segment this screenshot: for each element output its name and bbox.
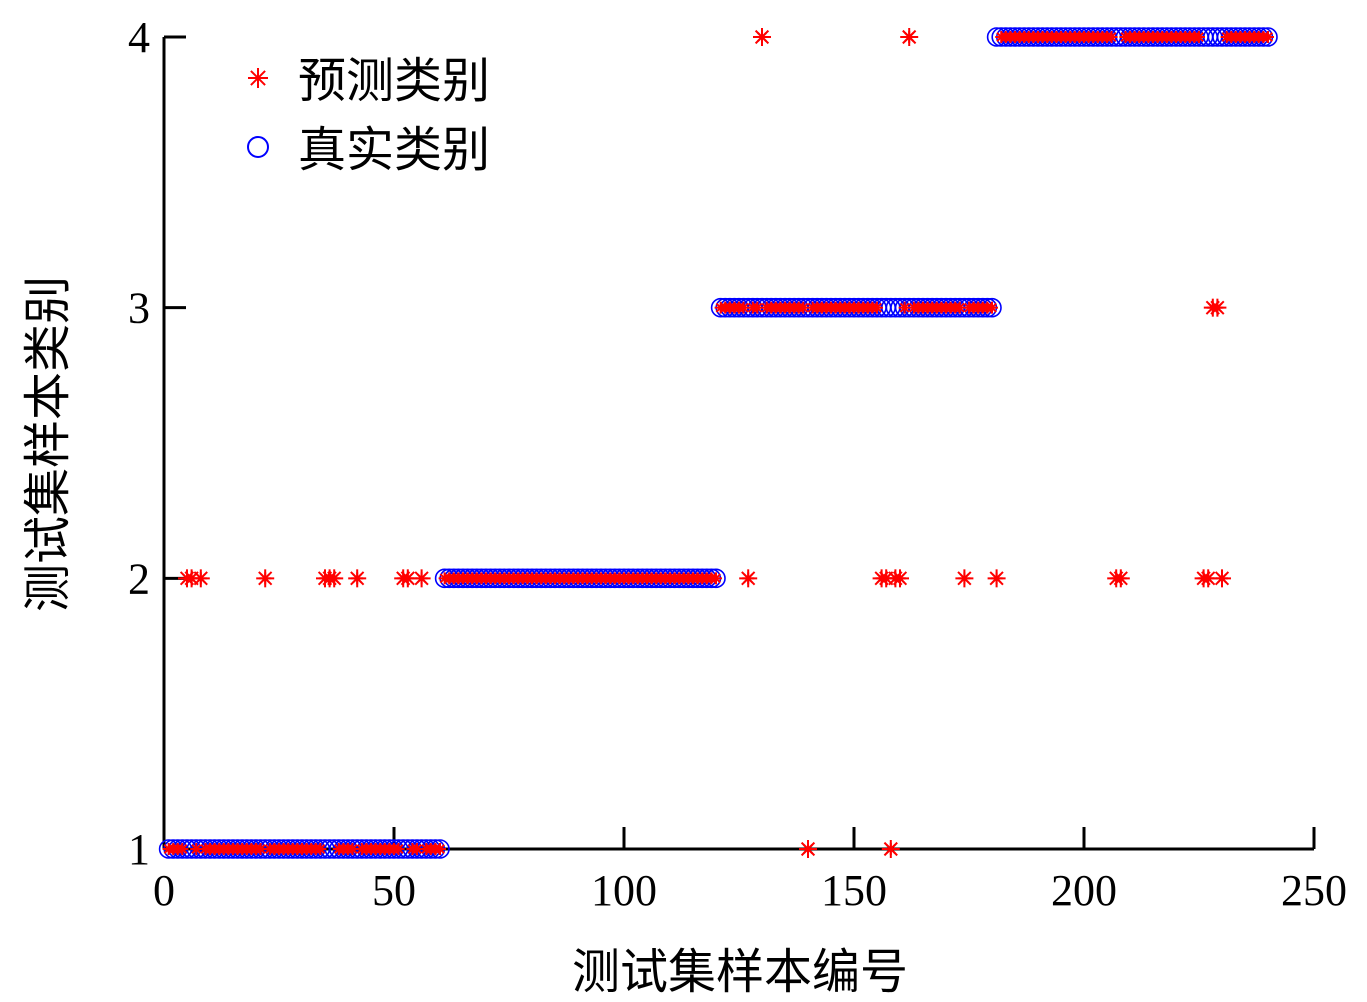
legend-label-true: 真实类别 bbox=[298, 124, 490, 177]
predicted-class-point bbox=[314, 843, 327, 855]
predicted-class-outlier bbox=[412, 569, 431, 588]
x-axis-label: 测试集样本编号 bbox=[572, 946, 908, 999]
predicted-class-outlier bbox=[891, 569, 909, 588]
predicted-class-point bbox=[751, 301, 764, 314]
predicted-class-point bbox=[434, 843, 446, 855]
legend-marker-predicted bbox=[248, 68, 268, 88]
predicted-class-outlier bbox=[398, 569, 417, 588]
predicted-class-point bbox=[1105, 31, 1118, 43]
x-tick-label: 0 bbox=[153, 866, 175, 915]
x-tick-label: 250 bbox=[1281, 866, 1347, 915]
x-tick-label: 100 bbox=[591, 866, 657, 915]
predicted-class-point bbox=[710, 572, 722, 585]
predicted-class-outlier bbox=[881, 840, 900, 858]
legend-asterisk bbox=[248, 68, 268, 88]
predicted-class-outlier bbox=[325, 569, 344, 588]
y-tick-label: 4 bbox=[128, 13, 150, 62]
predicted-class-outlier bbox=[1208, 298, 1227, 317]
predicted-class-outlier bbox=[753, 28, 771, 46]
predicted-class-outlier bbox=[1213, 569, 1231, 588]
y-tick-label: 3 bbox=[128, 284, 150, 333]
predicted-class-outlier bbox=[348, 569, 367, 588]
predicted-class-outlier bbox=[955, 569, 974, 588]
predicted-class-outlier bbox=[987, 569, 1006, 588]
chart-marks bbox=[158, 27, 1278, 859]
predicted-class-point bbox=[1262, 31, 1274, 43]
predicted-class-outlier bbox=[799, 840, 817, 858]
predicted-class-outlier bbox=[1111, 569, 1130, 588]
legend: 预测类别 真实类别 bbox=[247, 55, 490, 177]
predicted-class-point bbox=[871, 301, 883, 314]
predicted-class-point bbox=[411, 843, 423, 855]
predicted-class-outlier bbox=[900, 28, 919, 46]
x-tick-label: 200 bbox=[1051, 866, 1117, 915]
tick-labels: 0 50 100 150 200 250 1 2 3 4 bbox=[128, 13, 1347, 915]
predicted-class-point bbox=[1193, 31, 1205, 43]
legend-marker-true bbox=[247, 136, 269, 158]
predicted-class-outlier bbox=[256, 569, 275, 588]
predicted-class-outlier bbox=[191, 569, 210, 588]
predicted-class-point bbox=[392, 843, 405, 855]
predicted-class-point bbox=[986, 301, 998, 314]
predicted-class-outlier bbox=[739, 569, 758, 588]
predicted-class-point bbox=[176, 843, 189, 855]
x-tick-label: 150 bbox=[821, 866, 887, 915]
y-tick-label: 2 bbox=[128, 554, 150, 603]
y-axis-label: 测试集样本类别 bbox=[22, 276, 75, 612]
y-tick-label: 1 bbox=[128, 825, 150, 874]
legend-label-predicted: 预测类别 bbox=[298, 55, 490, 108]
predicted-class-point bbox=[898, 301, 911, 314]
x-tick-label: 50 bbox=[372, 866, 416, 915]
